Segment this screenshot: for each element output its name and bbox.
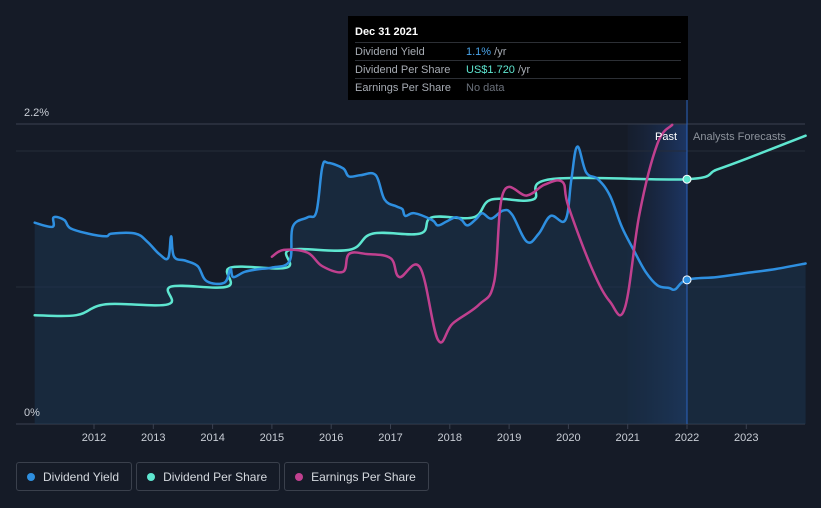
x-tick-label: 2019 bbox=[497, 432, 521, 444]
x-tick-label: 2015 bbox=[260, 432, 284, 444]
tooltip-date: Dec 31 2021 bbox=[355, 24, 681, 43]
tooltip-label: Dividend Per Share bbox=[355, 64, 451, 76]
legend-item-earnings-per-share[interactable]: Earnings Per Share bbox=[284, 462, 429, 491]
tooltip-value: No data bbox=[466, 82, 505, 94]
legend-dot-icon bbox=[295, 472, 304, 481]
dividend-per-share-hover-dot bbox=[682, 174, 692, 184]
x-tick-label: 2022 bbox=[675, 432, 699, 444]
dividend-yield-hover-dot bbox=[682, 275, 692, 285]
earnings-per-share-line bbox=[270, 123, 674, 344]
x-tick-label: 2017 bbox=[378, 432, 402, 444]
legend-label: Earnings Per Share bbox=[311, 469, 416, 484]
legend-item-dividend-per-share[interactable]: Dividend Per Share bbox=[136, 462, 281, 491]
dividend-yield-area bbox=[34, 146, 806, 424]
tooltip-value: 1.1% /yr bbox=[466, 46, 507, 58]
past-label: Past bbox=[655, 131, 677, 143]
tooltip-label: Earnings Per Share bbox=[355, 82, 451, 94]
legend-dot-icon bbox=[27, 472, 35, 481]
legend-item-dividend-yield[interactable]: Dividend Yield bbox=[16, 462, 133, 491]
x-tick-label: 2018 bbox=[438, 432, 462, 444]
tooltip-row-dividend-yield: Dividend Yield 1.1% /yr bbox=[355, 43, 681, 61]
legend-dot-icon bbox=[147, 472, 156, 481]
x-tick-label: 2013 bbox=[141, 432, 165, 444]
x-tick-label: 2020 bbox=[556, 432, 580, 444]
tooltip-value: US$1.720 /yr bbox=[466, 64, 531, 76]
legend-label: Dividend Yield bbox=[43, 469, 120, 484]
y-axis-top-label: 2.2% bbox=[24, 107, 49, 119]
x-tick-label: 2023 bbox=[734, 432, 758, 444]
chart-legend: Dividend Yield Dividend Per Share Earnin… bbox=[16, 462, 429, 491]
legend-label: Dividend Per Share bbox=[163, 469, 268, 484]
dividend-per-share-line bbox=[33, 134, 807, 318]
dividend-yield-line bbox=[33, 145, 807, 292]
tooltip-label: Dividend Yield bbox=[355, 46, 425, 58]
forecast-label: Analysts Forecasts bbox=[693, 131, 786, 143]
x-tick-label: 2012 bbox=[82, 432, 106, 444]
tooltip-row-dividend-per-share: Dividend Per Share US$1.720 /yr bbox=[355, 61, 681, 79]
x-tick-label: 2021 bbox=[615, 432, 639, 444]
x-tick-label: 2014 bbox=[200, 432, 224, 444]
y-axis-bottom-label: 0% bbox=[24, 407, 40, 419]
x-tick-label: 2016 bbox=[319, 432, 343, 444]
tooltip-row-earnings-per-share: Earnings Per Share No data bbox=[355, 79, 681, 96]
hover-tooltip: Dec 31 2021 Dividend Yield 1.1% /yr Divi… bbox=[348, 16, 688, 100]
